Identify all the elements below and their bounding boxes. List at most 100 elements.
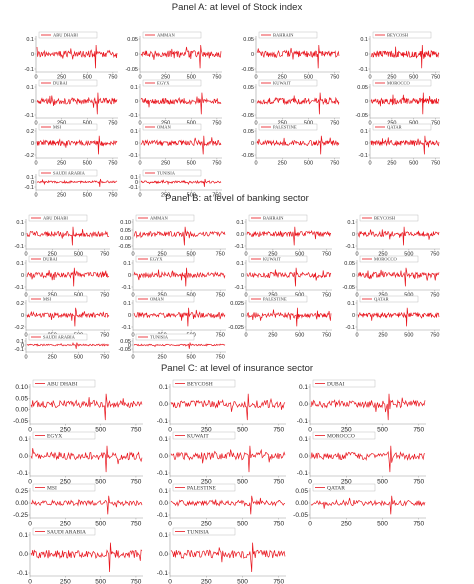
x-tick-label: 0 — [34, 75, 37, 81]
y-tick-label: 0.1 — [236, 220, 244, 226]
legend-box — [312, 431, 376, 440]
series-line — [36, 92, 118, 115]
x-tick-label: 0 — [244, 333, 247, 339]
y-tick-label: -0.05 — [118, 347, 131, 353]
y-tick-label: -0.05 — [118, 244, 131, 250]
x-tick-label: 0 — [355, 252, 358, 258]
x-tick-label: 250 — [48, 293, 57, 299]
y-tick-label: 0.1 — [299, 436, 308, 443]
x-tick-label: 500 — [83, 161, 92, 167]
series-line — [310, 393, 426, 421]
legend-box — [172, 431, 236, 440]
x-tick-label: 0 — [131, 333, 134, 339]
x-tick-label: 0 — [355, 293, 358, 299]
x-tick-label: 250 — [161, 75, 170, 81]
series-line — [26, 226, 110, 246]
series-line — [26, 267, 110, 287]
y-tick-label: 0.0 — [299, 401, 308, 408]
x-tick-label: 0 — [308, 479, 312, 486]
y-tick-label: 0.1 — [347, 220, 355, 226]
legend-box — [258, 123, 318, 131]
y-tick-label: 0 — [251, 141, 254, 147]
x-tick-label: 250 — [201, 521, 212, 528]
x-tick-label: 250 — [378, 333, 387, 339]
x-tick-label: 250 — [57, 75, 66, 81]
x-tick-label: 500 — [187, 121, 196, 127]
x-tick-label: 0 — [28, 479, 32, 486]
y-tick-label: 0 — [21, 273, 24, 279]
x-tick-label: 250 — [268, 252, 277, 258]
subplot-3-6: 0.1 0.0 -0.1 0 250 500 750 MOROCCO — [297, 431, 426, 486]
series-line — [256, 135, 340, 155]
x-tick-label: 750 — [216, 355, 225, 361]
legend-box — [38, 79, 98, 87]
x-tick-label: 500 — [187, 252, 196, 258]
x-tick-label: 250 — [60, 521, 71, 528]
series-line — [26, 342, 110, 349]
series-line — [357, 267, 440, 287]
x-tick-label: 0 — [368, 75, 371, 81]
x-tick-label: 250 — [378, 293, 387, 299]
x-tick-label: 250 — [57, 161, 66, 167]
series-line — [170, 495, 285, 515]
y-tick-label: -0.2 — [25, 153, 34, 159]
y-tick-label: -0.025 — [228, 325, 244, 331]
y-tick-label: -0.1 — [235, 244, 244, 250]
x-tick-label: 750 — [108, 121, 117, 127]
series-line — [133, 267, 226, 287]
x-tick-label: 750 — [430, 293, 439, 299]
y-tick-label: 0 — [31, 141, 34, 147]
series-line — [310, 495, 426, 515]
x-tick-label: 500 — [83, 75, 92, 81]
y-tick-label: 0.1 — [26, 85, 34, 91]
y-tick-label: -0.05 — [125, 67, 138, 73]
y-tick-label: 0.0 — [159, 551, 168, 558]
y-tick-label: -0.05 — [355, 113, 368, 119]
y-tick-label: 0 — [135, 141, 138, 147]
x-tick-label: 750 — [413, 479, 424, 486]
y-tick-label: 0.0 — [19, 551, 28, 558]
y-tick-label: 0.1 — [19, 436, 28, 443]
series-line — [30, 542, 143, 573]
x-tick-label: 250 — [60, 479, 71, 486]
y-tick-label: 0.1 — [16, 261, 24, 267]
y-tick-label: 0.25 — [15, 488, 28, 495]
x-tick-label: 750 — [330, 161, 339, 167]
x-tick-label: 250 — [161, 161, 170, 167]
x-tick-label: 0 — [368, 121, 371, 127]
y-tick-label: 0.0 — [236, 232, 244, 238]
y-tick-label: -0.1 — [25, 113, 34, 119]
y-tick-label: 0 — [31, 180, 34, 186]
x-tick-label: 750 — [430, 252, 439, 258]
legend-label: QATAR — [387, 125, 402, 130]
x-tick-label: 0 — [355, 333, 358, 339]
x-tick-label: 250 — [60, 427, 71, 434]
series-line — [36, 44, 118, 69]
y-tick-label: 0 — [251, 52, 254, 58]
subplot-2-3: 0.1 0.0 -0.10 250 500 750 BAHRAIN — [235, 214, 332, 258]
legend-box — [372, 31, 432, 39]
x-tick-label: 750 — [131, 427, 142, 434]
x-tick-label: 500 — [409, 121, 418, 127]
y-tick-label: 0.1 — [159, 384, 168, 391]
y-tick-label: 0.1 — [130, 129, 138, 135]
y-tick-label: 0.05 — [243, 129, 254, 135]
legend-box — [372, 123, 432, 131]
x-tick-label: 0 — [34, 121, 37, 127]
series-line — [370, 135, 440, 155]
y-tick-label: -0.1 — [297, 418, 309, 425]
legend-box — [28, 214, 88, 222]
y-tick-label: 0.05 — [357, 85, 368, 91]
legend-label: MSI — [43, 297, 52, 302]
x-tick-label: 0 — [131, 355, 134, 361]
x-tick-label: 250 — [341, 427, 352, 434]
x-tick-label: 500 — [95, 579, 106, 584]
y-tick-label: -0.1 — [346, 325, 355, 331]
y-tick-label: -0.05 — [13, 418, 28, 425]
subplot-3-11: 0.1 0.0 -0.1 0 250 500 750 TUNISIA — [157, 527, 286, 584]
